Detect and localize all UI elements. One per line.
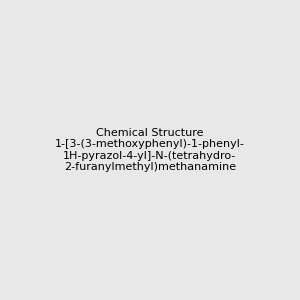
Text: Chemical Structure
1-[3-(3-methoxyphenyl)-1-phenyl-
1H-pyrazol-4-yl]-N-(tetrahyd: Chemical Structure 1-[3-(3-methoxyphenyl… — [55, 128, 245, 172]
